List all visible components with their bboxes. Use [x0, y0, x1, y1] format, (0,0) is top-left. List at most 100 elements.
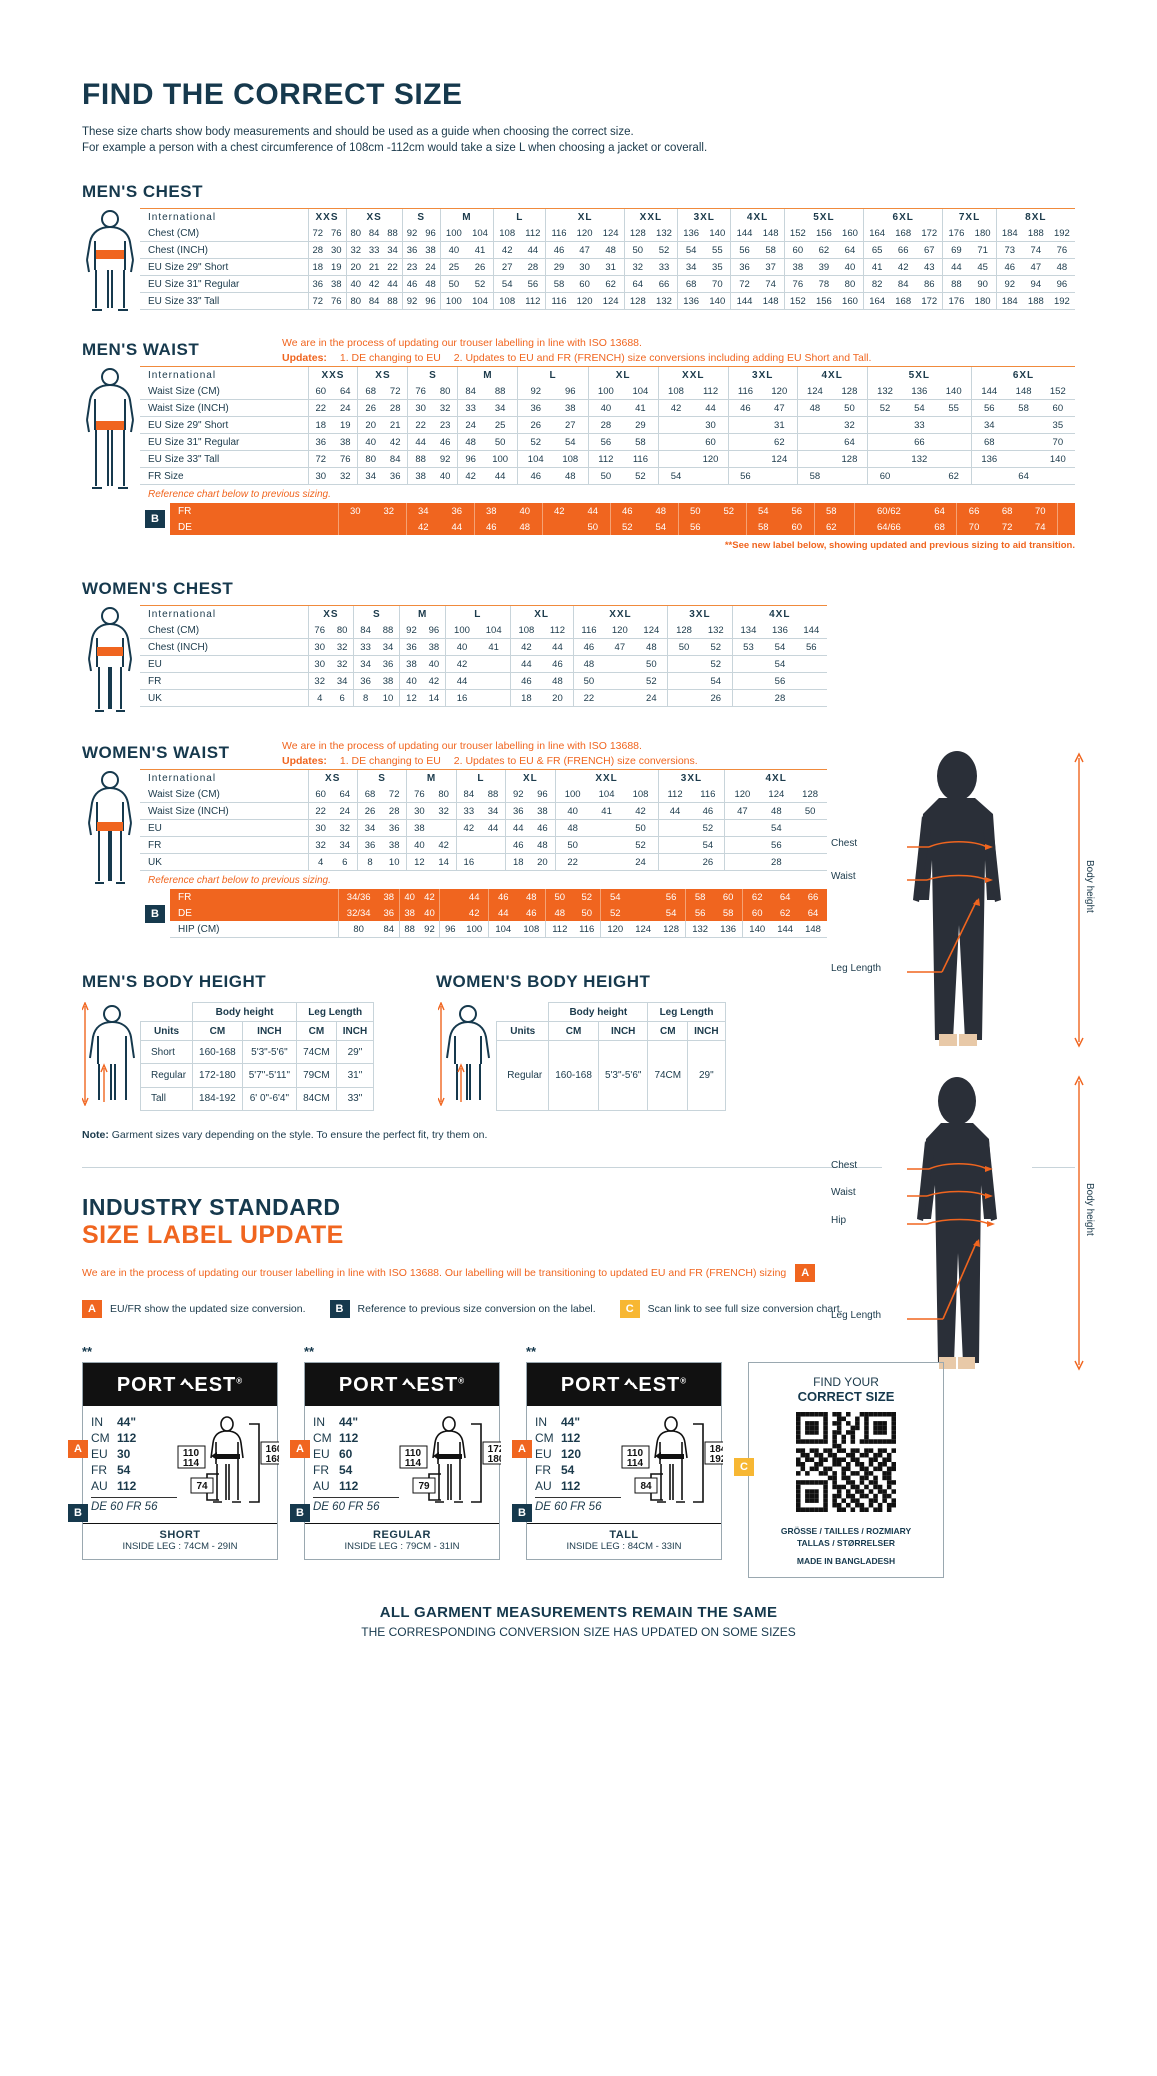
- cell: 70: [1023, 503, 1058, 519]
- cell: 37: [757, 258, 785, 276]
- cell: 24: [421, 258, 441, 276]
- cell: 172-180: [192, 1063, 243, 1088]
- label-size-list: IN 44" CM 112 EU 60 FR 54 AU 112: [313, 1414, 399, 1494]
- female-body-icon: [88, 771, 132, 884]
- mens-waist-update-item2: 2. Updates to EU and FR (FRENCH) size co…: [453, 352, 872, 364]
- cell: 74: [1023, 519, 1058, 535]
- cell: 36: [440, 503, 474, 519]
- cell: 88: [942, 275, 970, 293]
- label-box: PORT EST® IN 44" CM 112 EU 60 FR 54 AU 112 DE 60 FR …: [304, 1362, 511, 1560]
- male-height-figure: [81, 1001, 140, 1111]
- svg-text:114: 114: [627, 1458, 644, 1469]
- cell: 164: [863, 225, 891, 242]
- row-label: Chest (CM): [140, 622, 308, 639]
- industry-legend: A EU/FR show the updated size conversion…: [82, 1300, 1157, 1318]
- row-label: EU Size 33" Tall: [140, 292, 308, 310]
- portwest-chevron-icon: [624, 1378, 639, 1389]
- legend-item-a: A EU/FR show the updated size conversion…: [82, 1300, 306, 1318]
- cell: 66: [956, 503, 991, 519]
- sub-header: INCH: [687, 1021, 726, 1041]
- body-height-block: Body height Leg Length Units CM INCH CM INCH …: [81, 1001, 1157, 1112]
- cell: 47: [1022, 258, 1049, 276]
- cell: 20: [345, 258, 365, 276]
- qr-foot-line-1: GRÖSSE / TAILLES / ROZMIARY: [780, 1526, 912, 1536]
- mens-body-height-wrap: Body height Leg Length Units CM INCH CM INCH …: [81, 1001, 375, 1112]
- cell: 30: [307, 819, 333, 837]
- cell: 34: [330, 672, 354, 690]
- cell: 46: [505, 836, 531, 854]
- cell: 176: [942, 292, 970, 310]
- cell: 124: [629, 921, 658, 938]
- fit-note: Note: Garment sizes vary depending on th…: [82, 1129, 1157, 1141]
- cell: 48: [553, 467, 589, 485]
- cell: 88: [480, 786, 506, 803]
- svg-text:180: 180: [488, 1454, 501, 1465]
- cell: 124: [597, 225, 625, 242]
- size-header-3xl: 3XL: [667, 606, 733, 622]
- qr-card[interactable]: FIND YOUR CORRECT SIZE GRÖSSE / TAILLES / …: [748, 1362, 944, 1578]
- cell: 116: [572, 622, 605, 639]
- label-stars: **: [526, 1344, 537, 1359]
- cell: 42: [460, 905, 489, 921]
- cell: 40: [419, 905, 440, 921]
- cell: 60: [783, 241, 811, 259]
- cell: 76: [327, 225, 346, 242]
- cell: 48: [554, 819, 590, 837]
- cell: 132: [650, 292, 678, 310]
- reference-row: FR 30 32 34 36 38 40 42 44 46 48 50 52 54 56 58 60/62 64 6…: [170, 503, 1075, 519]
- cell: 160: [836, 225, 864, 242]
- size-header-5xl: 5XL: [866, 367, 972, 383]
- mens-body-height-table: Body height Leg Length Units CM INCH CM INCH …: [139, 1002, 375, 1112]
- size-header-3xl: 3XL: [677, 209, 731, 225]
- cell: 62: [771, 905, 799, 921]
- table-row: Waist Size (CM) 60 64 68 72 76 80 84 88 92 96 100 10…: [140, 383, 1075, 400]
- cell: 60: [780, 519, 814, 535]
- group-header: Leg Length: [296, 1002, 375, 1022]
- cell: [795, 689, 827, 707]
- spacer: [497, 1003, 549, 1022]
- cell: 172: [916, 292, 943, 310]
- cell: 54: [745, 503, 780, 519]
- size-header-xl: XL: [587, 367, 659, 383]
- cell: 33: [650, 258, 678, 276]
- cell: [589, 836, 624, 854]
- cell: 108: [517, 921, 546, 938]
- cell: 120: [604, 622, 636, 639]
- cell: 55: [936, 399, 972, 417]
- cell: 52: [699, 655, 733, 673]
- cell: 88: [376, 622, 400, 639]
- cell: 42: [457, 467, 483, 485]
- cell: 42: [493, 241, 521, 259]
- cell: 42: [509, 638, 543, 656]
- cell: 50: [572, 672, 605, 690]
- cell: 152: [1040, 383, 1075, 400]
- legend-text-c: Scan link to see full size conversion ch…: [647, 1303, 843, 1315]
- industry-note-text: We are in the process of updating our tr…: [82, 1267, 787, 1279]
- cell: 26: [357, 399, 383, 417]
- mens-waist-footer-note: **See new label below, showing updated a…: [724, 540, 1075, 551]
- cell: 64: [836, 241, 864, 259]
- cell: 92: [505, 786, 531, 803]
- product-label-card: ** PORT EST® IN 44" CM 112 EU 60 FR 54 AU 112 DE 60 F…: [290, 1344, 511, 1560]
- cell: 46: [432, 433, 458, 451]
- cell: 23: [432, 416, 458, 434]
- cell: 41: [623, 399, 659, 417]
- cell: [795, 655, 827, 673]
- cell: [477, 689, 511, 707]
- cell: 80: [357, 450, 383, 468]
- cell: 46: [509, 672, 543, 690]
- size-header-l: L: [517, 367, 589, 383]
- row-label: EU: [140, 655, 308, 673]
- row-label: Chest (INCH): [140, 241, 308, 259]
- label-size-key: FR: [91, 1463, 107, 1477]
- female-torso-figure: [82, 605, 140, 717]
- cell: 120: [600, 921, 630, 938]
- cell: 50: [623, 819, 659, 837]
- sub-header: INCH: [335, 1021, 375, 1041]
- cell: 116: [545, 292, 572, 310]
- qr-code-icon[interactable]: [796, 1412, 896, 1512]
- cell: 100: [554, 786, 590, 803]
- cell: 58: [623, 433, 659, 451]
